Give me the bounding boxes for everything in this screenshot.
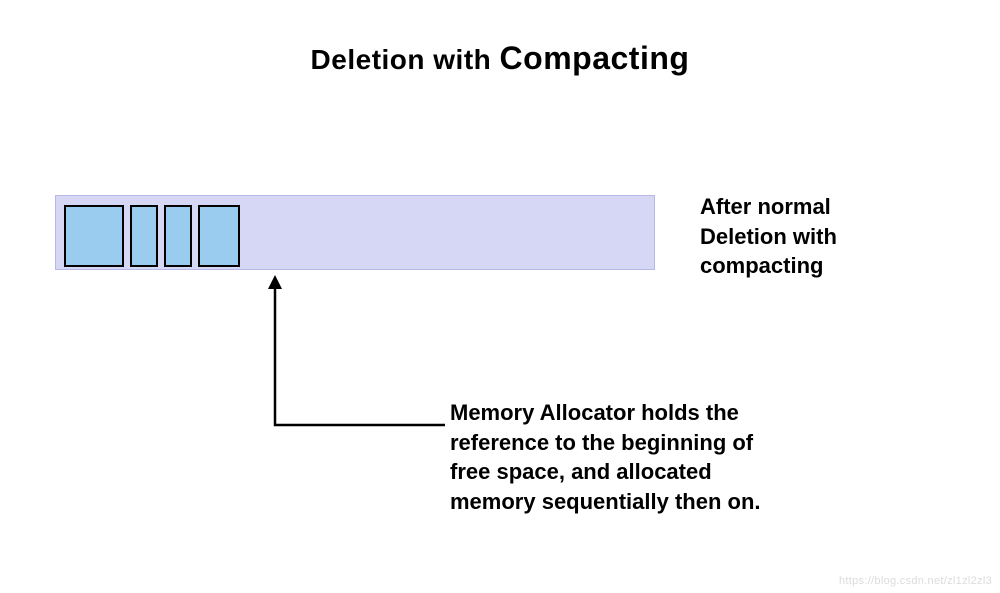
memory-block — [64, 205, 124, 267]
memory-allocator-caption: Memory Allocator holds thereference to t… — [450, 398, 761, 517]
side-text-line: Deletion with — [700, 222, 837, 252]
title-emphasis: Compacting — [500, 40, 690, 76]
after-compacting-label: After normalDeletion withcompacting — [700, 192, 837, 281]
memory-block — [164, 205, 192, 267]
allocator-text-line: memory sequentially then on. — [450, 487, 761, 517]
allocator-text-line: Memory Allocator holds the — [450, 398, 761, 428]
allocator-text-line: reference to the beginning of — [450, 428, 761, 458]
side-text-line: After normal — [700, 192, 837, 222]
side-text-line: compacting — [700, 251, 837, 281]
diagram-title: Deletion with Compacting — [0, 40, 1000, 77]
memory-block — [130, 205, 158, 267]
memory-bar — [55, 195, 655, 270]
title-prefix: Deletion with — [311, 44, 500, 75]
allocator-text-line: free space, and allocated — [450, 457, 761, 487]
memory-block — [198, 205, 240, 267]
watermark: https://blog.csdn.net/zl1zl2zl3 — [839, 575, 992, 587]
